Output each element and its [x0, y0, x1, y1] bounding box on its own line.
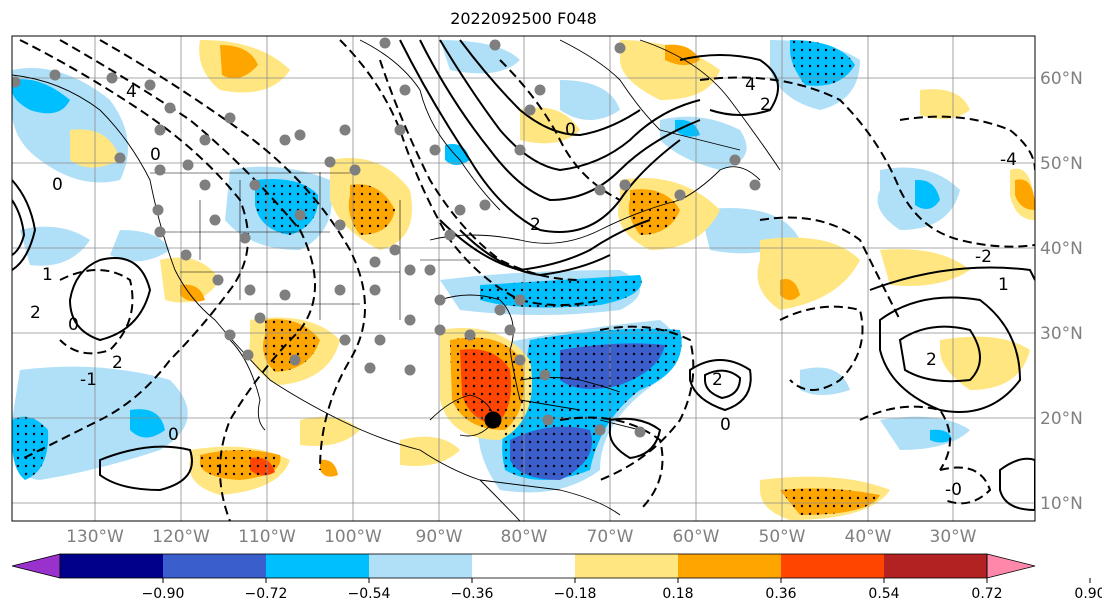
- colorbar-segment: [369, 554, 473, 578]
- map-area: 4 0 0 1 2 0 0 2 -1 2 4 2 -4 0 -2 2 2 0 -…: [12, 36, 1035, 521]
- contour-label: -1: [80, 370, 97, 390]
- lon-label: 120°W: [152, 527, 210, 547]
- colorbar-tick-label: −0.18: [554, 586, 597, 602]
- lon-label: 70°W: [587, 527, 634, 547]
- colorbar-extend-high: [986, 553, 1036, 579]
- contour-label: 0: [168, 425, 179, 445]
- contour-label: -4: [1000, 150, 1017, 170]
- colorbar-extend-low: [11, 553, 61, 579]
- colorbar-tick-label: 0.72: [971, 586, 1002, 602]
- lon-axis-labels: 130°W 120°W 110°W 100°W 90°W 80°W 70°W 6…: [66, 527, 977, 547]
- contour-label: -2: [975, 247, 992, 267]
- colorbar-outline: [59, 553, 988, 579]
- colorbar-tick-label: −0.90: [142, 586, 185, 602]
- contour-label: 2: [530, 215, 541, 235]
- contour-label: 1: [42, 265, 53, 285]
- colorbar-segment: [678, 554, 782, 578]
- colorbar-segment: [472, 554, 576, 578]
- colorbar-tick-label: 0.36: [765, 586, 796, 602]
- lon-label: 110°W: [238, 527, 296, 547]
- colorbar-tick-label: 0.54: [868, 586, 899, 602]
- contour-label: -0: [945, 480, 962, 500]
- lat-label: 50°N: [1040, 154, 1083, 174]
- contour-label: 2: [760, 95, 771, 115]
- lat-label: 10°N: [1040, 494, 1083, 514]
- contour-label: 1: [998, 275, 1009, 295]
- lon-label: 50°W: [759, 527, 806, 547]
- contour-label: 2: [30, 303, 41, 323]
- lon-label: 90°W: [416, 527, 463, 547]
- colorbar-segment: [266, 554, 370, 578]
- contours-solid: [12, 39, 1035, 512]
- contour-label: 0: [150, 145, 161, 165]
- storm-center-marker: [484, 411, 502, 429]
- contour-label: 0: [68, 315, 79, 335]
- lat-label: 60°N: [1040, 69, 1083, 89]
- colorbar-tick-label: −0.36: [451, 586, 494, 602]
- lat-label: 40°N: [1040, 239, 1083, 259]
- colorbar-tick-label: −0.72: [245, 586, 288, 602]
- station-markers: [12, 37, 761, 438]
- map-title: 2022092500 F048: [450, 9, 597, 28]
- colorbar-segment: [163, 554, 267, 578]
- contour-label: 0: [52, 175, 63, 195]
- colorbar-segment: [884, 554, 988, 578]
- colorbar-tick-label: 0.18: [662, 586, 693, 602]
- lat-label: 20°N: [1040, 409, 1083, 429]
- lon-label: 40°W: [845, 527, 892, 547]
- colorbar-tick-label: −0.54: [348, 586, 391, 602]
- contour-label: 0: [565, 120, 576, 140]
- colorbar-tick-label: 0.90: [1074, 586, 1102, 602]
- lat-label: 30°N: [1040, 324, 1083, 344]
- colorbar: [11, 553, 1036, 579]
- colorbar-segment: [60, 554, 164, 578]
- lon-label: 100°W: [324, 527, 382, 547]
- colorbar-ticks: −0.90 −0.72 −0.54 −0.36 −0.18 0.18 0.36 0.54 0.7…: [142, 578, 1102, 602]
- contour-label: 2: [712, 370, 723, 390]
- contour-label: 4: [745, 75, 756, 95]
- colorbar-segment: [575, 554, 679, 578]
- lon-label: 60°W: [673, 527, 720, 547]
- contour-labels: 4 0 0 1 2 0 0 2 -1 2 4 2 -4 0 -2 2 2 0 -…: [30, 75, 1017, 500]
- contour-label: 2: [112, 353, 123, 373]
- lon-label: 30°W: [930, 527, 977, 547]
- lon-label: 80°W: [501, 527, 548, 547]
- contour-label: 2: [926, 350, 937, 370]
- lat-axis-labels: 60°N 50°N 40°N 30°N 20°N 10°N: [1040, 69, 1083, 514]
- lon-label: 130°W: [66, 527, 124, 547]
- colorbar-segment: [781, 554, 885, 578]
- contour-label: 4: [126, 82, 137, 102]
- contour-label: 0: [720, 415, 731, 435]
- map-frame: [11, 35, 1036, 522]
